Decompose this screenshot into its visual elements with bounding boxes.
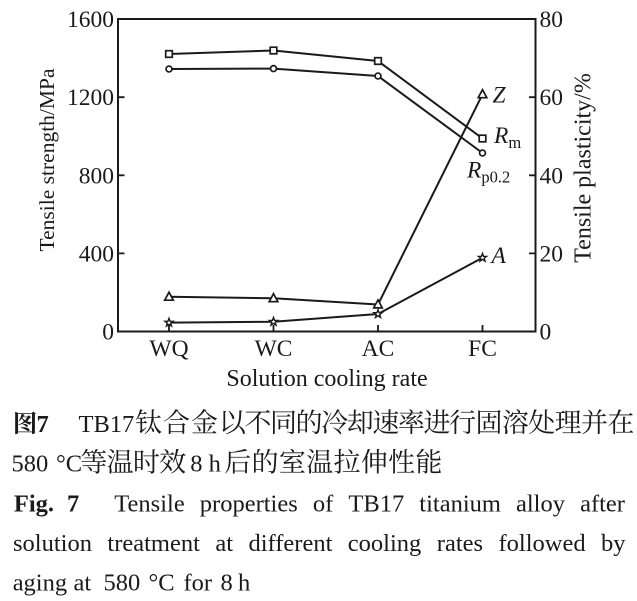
- svg-text:1200: 1200: [67, 85, 114, 111]
- svg-text:580: 580: [12, 451, 49, 478]
- svg-text:aging: aging: [13, 570, 67, 597]
- svg-text:580: 580: [104, 570, 141, 597]
- svg-text:different: different: [249, 530, 333, 557]
- svg-text:AC: AC: [362, 336, 395, 362]
- svg-text:WC: WC: [255, 336, 293, 362]
- svg-text:at: at: [74, 570, 92, 597]
- svg-text:7: 7: [67, 491, 79, 518]
- svg-text:FC: FC: [468, 336, 497, 362]
- svg-text:8 h: 8 h: [190, 451, 221, 478]
- svg-text:by: by: [601, 530, 626, 557]
- svg-text:for: for: [184, 570, 213, 597]
- svg-text:at: at: [215, 530, 233, 557]
- svg-text:60: 60: [540, 85, 564, 111]
- svg-text:h: h: [238, 570, 250, 597]
- svg-text:0: 0: [102, 320, 114, 346]
- svg-text:20: 20: [540, 241, 564, 267]
- svg-text:rates: rates: [437, 530, 483, 557]
- svg-text:°C: °C: [149, 570, 175, 597]
- svg-text:8: 8: [221, 570, 233, 597]
- svg-text:80: 80: [540, 7, 564, 33]
- svg-text:titanium: titanium: [419, 491, 501, 518]
- svg-text:solution: solution: [13, 530, 92, 557]
- svg-text:TB17: TB17: [79, 411, 135, 438]
- svg-text:A: A: [490, 243, 507, 269]
- svg-text:7: 7: [37, 411, 49, 438]
- svg-text:cooling: cooling: [348, 530, 422, 557]
- svg-text:1600: 1600: [67, 7, 114, 33]
- svg-text:Rm: Rm: [493, 123, 521, 152]
- svg-text:Tensile plasticity/%: Tensile plasticity/%: [571, 73, 597, 263]
- svg-text:treatment: treatment: [107, 530, 200, 557]
- svg-text:Rp0.2: Rp0.2: [466, 158, 510, 187]
- svg-text:followed: followed: [499, 530, 586, 557]
- svg-text:Solution cooling rate: Solution cooling rate: [226, 366, 427, 392]
- svg-text:properties: properties: [200, 491, 298, 518]
- svg-text:800: 800: [79, 163, 114, 189]
- svg-text:alloy: alloy: [516, 491, 566, 518]
- svg-text:TB17: TB17: [348, 491, 404, 518]
- svg-text:after: after: [580, 491, 625, 518]
- svg-text:WQ: WQ: [149, 336, 188, 362]
- svg-text:Fig.: Fig.: [14, 491, 54, 518]
- svg-text:Tensile: Tensile: [114, 491, 185, 518]
- svg-text:°C: °C: [56, 451, 82, 478]
- svg-text:40: 40: [540, 163, 564, 189]
- svg-text:400: 400: [79, 241, 114, 267]
- svg-text:Tensile strength/MPa: Tensile strength/MPa: [35, 68, 59, 251]
- svg-text:of: of: [313, 491, 334, 518]
- svg-text:0: 0: [540, 320, 552, 346]
- svg-text:Z: Z: [493, 83, 507, 109]
